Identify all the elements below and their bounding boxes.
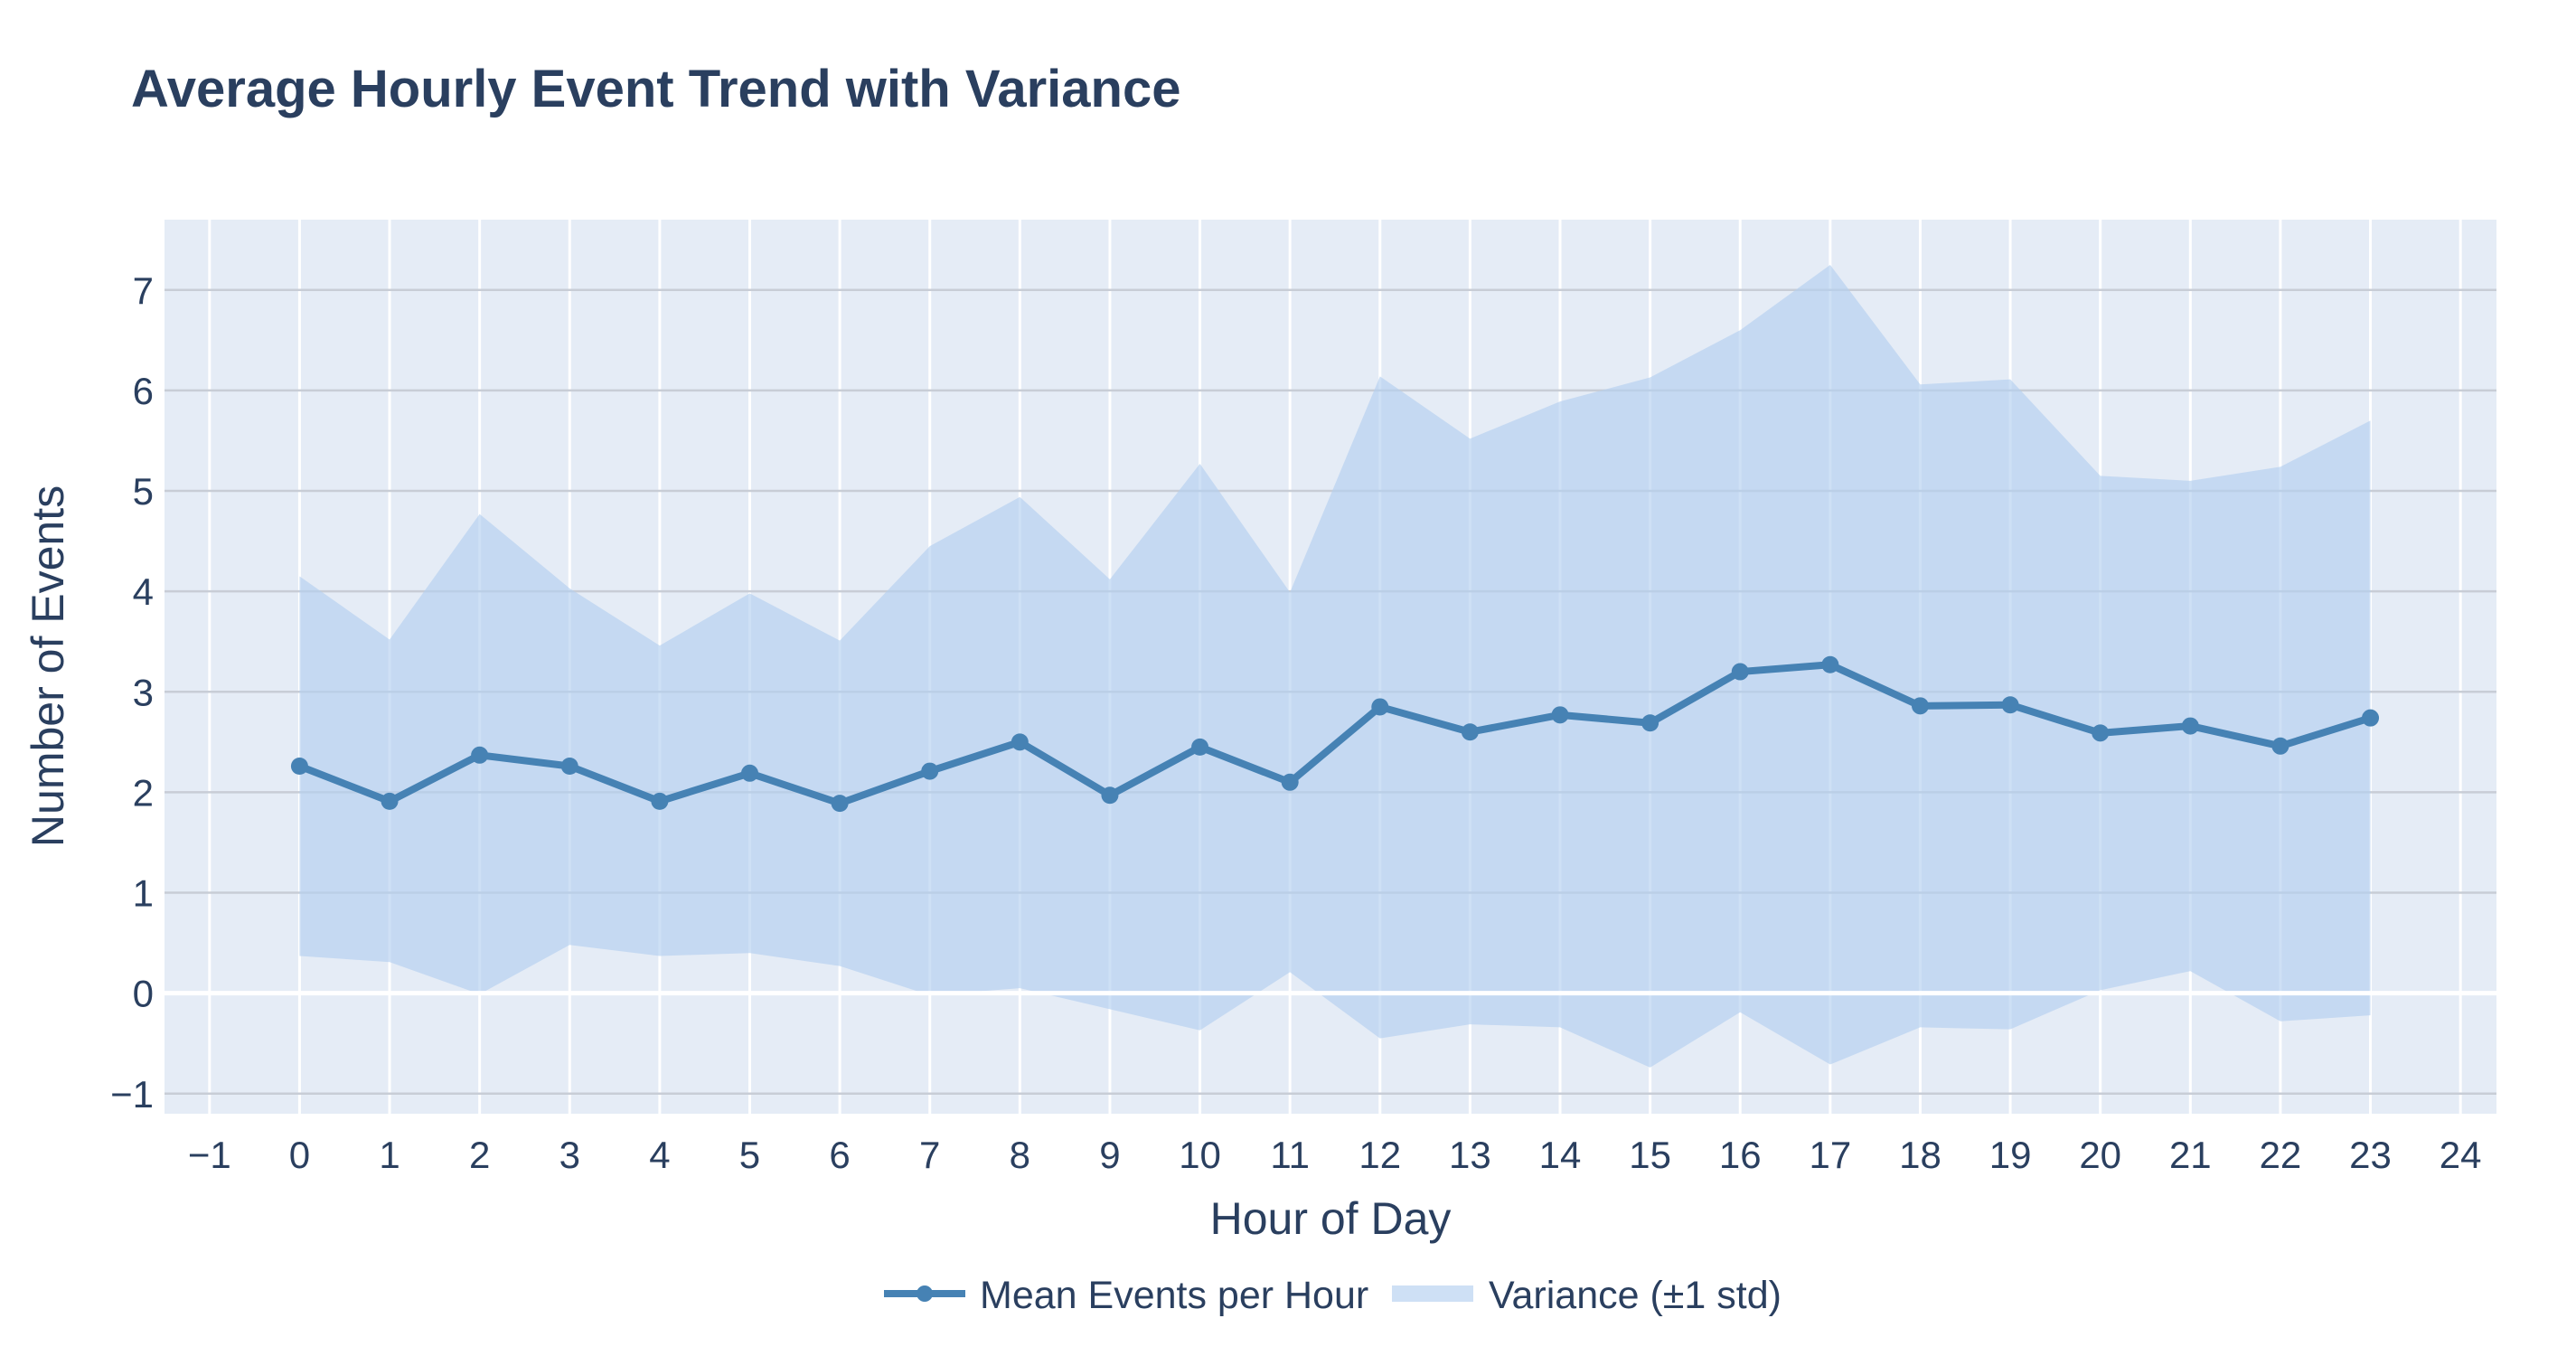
mean-point (2181, 717, 2199, 735)
x-tick-label: 0 (289, 1134, 310, 1176)
legend-band-swatch (1392, 1285, 1473, 1302)
variance-band (299, 265, 2371, 1068)
variance-band-group (299, 265, 2371, 1068)
y-tick-label: 5 (133, 470, 154, 513)
x-tick-label: 20 (2079, 1134, 2121, 1176)
mean-point (1821, 655, 1839, 673)
mean-point (2001, 696, 2019, 714)
x-tick-label: 12 (1359, 1134, 1401, 1176)
mean-point (1371, 698, 1389, 716)
x-tick-label: 22 (2260, 1134, 2302, 1176)
x-tick-label: 16 (1719, 1134, 1762, 1176)
mean-point (831, 795, 849, 813)
mean-point (1731, 663, 1749, 681)
x-tick-label: 11 (1270, 1134, 1310, 1176)
x-axis-title: Hour of Day (1210, 1193, 1452, 1244)
mean-events-line (297, 661, 2372, 807)
x-tick-label: 17 (1809, 1134, 1851, 1176)
mean-point (471, 746, 489, 764)
x-tick-label: 13 (1449, 1134, 1491, 1176)
y-tick-label: 6 (133, 370, 154, 412)
mean-point (290, 758, 308, 776)
x-tick-label: 9 (1099, 1134, 1120, 1176)
y-tick-label: 0 (133, 973, 154, 1015)
mean-point (1461, 723, 1479, 741)
mean-point (1551, 706, 1569, 724)
x-tick-label: 1 (379, 1134, 400, 1176)
mean-point (560, 758, 578, 776)
x-tick-label: 23 (2349, 1134, 2392, 1176)
mean-line-group (297, 661, 2372, 807)
mean-point (921, 762, 939, 780)
x-tick-label: 24 (2440, 1134, 2482, 1176)
x-tick-label: 4 (649, 1134, 670, 1176)
mean-point (1191, 738, 1209, 756)
mean-point (651, 792, 669, 810)
x-tick-label: 10 (1179, 1134, 1221, 1176)
x-tick-label: −1 (188, 1134, 231, 1176)
y-tick-labels: −1 0 1 2 3 4 5 6 7 (110, 269, 154, 1116)
mean-markers (290, 655, 2380, 813)
mean-point (381, 792, 399, 810)
legend-label-variance: Variance (±1 std) (1489, 1274, 1782, 1317)
x-tick-label: 21 (2169, 1134, 2212, 1176)
x-tick-labels: −1 0 1 2 3 4 5 6 7 8 9 10 11 12 13 14 15 16 17 18 19 20 21 22 23… (188, 1134, 2482, 1176)
x-tick-label: 3 (559, 1134, 580, 1176)
legend-item-mean[interactable]: Mean Events per Hour (884, 1274, 1368, 1317)
mean-point (1101, 786, 1119, 805)
x-tick-label: 8 (1010, 1134, 1030, 1176)
chart-title: Average Hourly Event Trend with Variance (131, 60, 1180, 118)
y-tick-label: 2 (133, 771, 154, 814)
y-tick-label: 3 (133, 671, 154, 713)
mean-point (2271, 737, 2289, 755)
legend-marker-swatch (917, 1285, 933, 1302)
x-tick-label: 15 (1629, 1134, 1671, 1176)
mean-point (2362, 709, 2380, 727)
mean-point (1911, 697, 1929, 715)
y-tick-label: −1 (110, 1073, 154, 1116)
mean-point (740, 764, 758, 782)
mean-point (1011, 733, 1029, 751)
y-axis-title: Number of Events (23, 485, 73, 847)
x-tick-label: 14 (1539, 1134, 1582, 1176)
y-tick-label: 7 (133, 269, 154, 312)
legend-label-mean: Mean Events per Hour (980, 1274, 1368, 1317)
x-tick-label: 19 (1989, 1134, 2032, 1176)
mean-point (1281, 773, 1299, 791)
y-tick-label: 1 (133, 872, 154, 915)
x-tick-label: 2 (469, 1134, 490, 1176)
y-tick-label: 4 (133, 570, 154, 613)
x-tick-label: 5 (739, 1134, 760, 1176)
x-tick-label: 7 (919, 1134, 940, 1176)
mean-point (1641, 714, 1659, 732)
mean-point (2092, 724, 2110, 742)
legend[interactable]: Mean Events per Hour Variance (±1 std) (884, 1274, 1782, 1317)
x-tick-label: 6 (829, 1134, 850, 1176)
x-tick-label: 18 (1899, 1134, 1941, 1176)
legend-item-variance[interactable]: Variance (±1 std) (1392, 1274, 1782, 1317)
